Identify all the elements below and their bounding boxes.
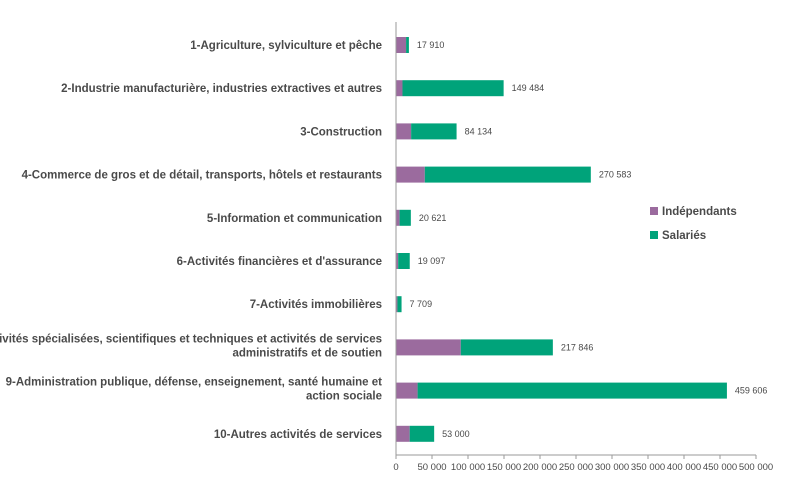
legend-label-independants: Indépendants	[662, 206, 737, 218]
bar-salaries-2	[402, 80, 504, 97]
data-label-4: 270 583	[599, 170, 632, 180]
legend-swatch-independants	[650, 207, 658, 215]
x-tick-label-5: 250 000	[559, 462, 593, 473]
x-tick-label-6: 300 000	[595, 462, 629, 473]
data-label-6: 19 097	[418, 256, 446, 266]
bar-independants-3	[396, 123, 412, 140]
data-label-8: 217 846	[561, 342, 594, 352]
data-label-2: 149 484	[512, 83, 545, 93]
data-label-5: 20 621	[419, 213, 447, 223]
category-label-3: 3-Construction	[300, 126, 382, 138]
x-tick-label-8: 400 000	[667, 462, 701, 473]
x-tick-label-1: 50 000	[417, 462, 446, 473]
bar-independants-6	[396, 253, 399, 269]
bar-independants-1	[396, 37, 407, 53]
bar-independants-2	[396, 80, 403, 97]
category-label-10: 10-Autres activités de services	[214, 429, 382, 441]
bar-salaries-10	[409, 425, 435, 442]
legend-label-salaries: Salariés	[662, 230, 706, 242]
bar-independants-5	[396, 209, 400, 226]
category-label-1: 1-Agriculture, sylviculture et pêche	[190, 40, 382, 52]
bars-group: 17 910 149 484 84 134 270 583 20 621 19 097 7 …	[396, 37, 767, 442]
legend: Indépendants Salariés	[650, 206, 737, 242]
bar-salaries-7	[397, 296, 402, 313]
category-label-6: 6-Activités financières et d'assurance	[177, 256, 382, 268]
bar-salaries-6	[398, 253, 410, 269]
data-label-9: 459 606	[735, 386, 768, 396]
bar-salaries-9	[417, 382, 727, 399]
data-label-1: 17 910	[417, 40, 445, 50]
data-label-3: 84 134	[465, 126, 493, 136]
category-label-9-line-2: action sociale	[306, 391, 382, 403]
bar-independants-7	[396, 296, 398, 313]
category-label-4: 4-Commerce de gros et de détail, transpo…	[22, 170, 382, 182]
bar-salaries-1	[406, 37, 409, 53]
category-label-2: 2-Industrie manufacturière, industries e…	[61, 83, 382, 95]
x-axis: 0 50 000 100 000 150 000 200 000 250 000 300 0…	[393, 22, 773, 473]
bar-independants-10	[396, 425, 410, 442]
x-tick-label-10: 500 000	[739, 462, 773, 473]
x-tick-label-2: 100 000	[451, 462, 485, 473]
bar-independants-9	[396, 382, 418, 399]
category-labels: 1-Agriculture, sylviculture et pêche 2-In…	[0, 40, 382, 441]
category-label-7: 7-Activités immobilières	[250, 299, 382, 311]
bar-salaries-3	[411, 123, 457, 140]
x-tick-label-0: 0	[393, 462, 398, 473]
bar-independants-8	[396, 339, 461, 356]
bar-independants-4	[396, 166, 425, 183]
bar-salaries-4	[424, 166, 591, 183]
data-label-10: 53 000	[442, 429, 470, 439]
x-tick-label-4: 200 000	[523, 462, 557, 473]
bar-salaries-5	[399, 209, 411, 226]
x-tick-label-9: 450 000	[703, 462, 737, 473]
category-label-8-line-1: 8-Activités spécialisées, scientifiques …	[0, 333, 382, 345]
data-label-7: 7 709	[410, 299, 433, 309]
legend-swatch-salaries	[650, 231, 658, 239]
bar-salaries-8	[460, 339, 553, 356]
category-label-8-line-2: administratifs et de soutien	[232, 347, 382, 359]
category-label-9-line-1: 9-Administration publique, défense, ense…	[6, 377, 383, 389]
category-label-5: 5-Information et communication	[207, 213, 382, 225]
x-tick-label-3: 150 000	[487, 462, 521, 473]
x-tick-label-7: 350 000	[631, 462, 665, 473]
